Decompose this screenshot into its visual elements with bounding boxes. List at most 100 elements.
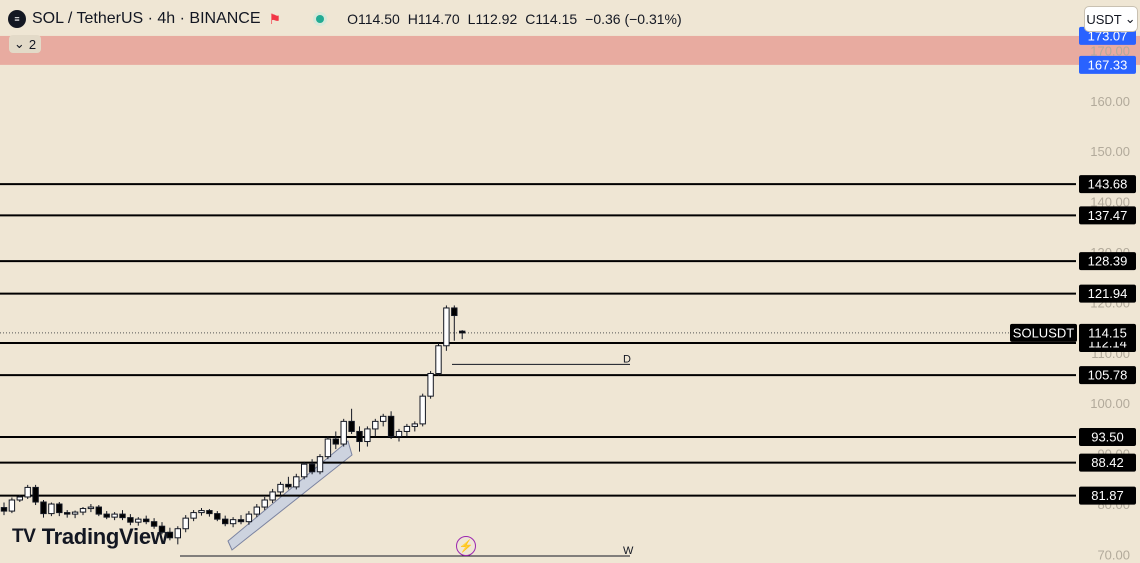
candle — [182, 517, 189, 530]
low-value: 112.92 — [475, 11, 518, 27]
symbol-name-label: SOLUSDT — [1013, 325, 1074, 340]
level-price-label: 121.94 — [1088, 286, 1128, 301]
candle — [427, 372, 434, 397]
change-value: −0.36 (−0.31%) — [585, 11, 682, 27]
candle — [32, 486, 39, 503]
candle — [48, 503, 55, 515]
zone-top-label: 173.07 — [1088, 28, 1128, 43]
candle — [277, 483, 284, 493]
candle — [419, 395, 426, 425]
last-price-label-bg — [1079, 323, 1136, 342]
candle — [356, 430, 363, 443]
currency-label: USDT — [1086, 11, 1122, 27]
candle — [229, 519, 237, 525]
candle — [372, 420, 379, 430]
candle — [119, 513, 126, 519]
level-price-label-bg — [1079, 427, 1136, 446]
high-label: H — [407, 11, 418, 27]
candle — [206, 510, 213, 515]
candle — [324, 438, 332, 458]
candle — [24, 486, 31, 498]
candle — [8, 499, 16, 512]
candle — [261, 499, 268, 508]
candle — [443, 307, 450, 347]
high-value: 114.70 — [417, 11, 460, 27]
level-price-label: 137.47 — [1088, 208, 1128, 223]
candle — [253, 506, 261, 515]
candle — [387, 415, 395, 437]
close-value: 114.15 — [535, 11, 578, 27]
candle — [380, 415, 387, 422]
level-price-label-bg — [1079, 175, 1136, 194]
candle — [395, 430, 403, 437]
y-tick-label: 140.00 — [1090, 195, 1130, 210]
tradingview-logo-icon: TV — [12, 526, 36, 547]
candle — [127, 517, 134, 523]
chart-header: ≡ SOL / TetherUS · 4h · BINANCE ⚑ O114.5… — [8, 8, 682, 30]
open-value: 114.50 — [357, 11, 400, 27]
flag-icon[interactable]: ⚑ — [268, 10, 282, 27]
level-price-label-bg — [1079, 366, 1136, 385]
indicator-count: 2 — [28, 36, 37, 52]
close-label: C — [525, 11, 536, 27]
candle — [308, 463, 316, 473]
collapse-indicators-button[interactable]: ⌄ 2 — [9, 35, 41, 53]
candle — [332, 438, 340, 445]
candle — [135, 518, 142, 523]
candle — [348, 420, 355, 432]
candle — [40, 501, 47, 515]
y-tick-label: 170.00 — [1090, 43, 1130, 58]
zone-bottom-label: 167.33 — [1088, 57, 1128, 72]
candle — [285, 483, 292, 488]
candle — [79, 508, 87, 513]
candle — [403, 425, 411, 432]
candle — [340, 420, 347, 445]
candle — [95, 506, 102, 515]
candle — [451, 307, 458, 317]
candle — [214, 513, 221, 520]
candle — [143, 518, 150, 523]
timeframe-marker-label: W — [623, 545, 634, 557]
candle — [316, 456, 324, 473]
candle — [103, 513, 110, 518]
chevron-down-icon: ⌄ — [13, 36, 25, 51]
candle — [245, 513, 253, 523]
zone-bottom-label-bg — [1079, 55, 1136, 74]
candle — [64, 512, 71, 515]
candle — [87, 506, 95, 510]
candle — [435, 345, 442, 374]
market-open-dot-icon — [313, 12, 328, 26]
open-label: O — [347, 11, 358, 27]
currency-select[interactable]: USDT ⌄ — [1084, 6, 1138, 32]
symbol-title[interactable]: SOL / TetherUS · 4h · BINANCE — [32, 10, 261, 27]
candle — [237, 519, 245, 523]
y-tick-label: 160.00 — [1090, 94, 1130, 109]
ohlc-values: O114.50 H114.70 L112.92 C114.15 −0.36 (−… — [347, 11, 682, 27]
candle — [71, 511, 79, 515]
candle — [269, 491, 276, 501]
candle — [166, 531, 174, 539]
candle — [190, 512, 197, 519]
lightning-icon[interactable]: ⚡ — [456, 536, 476, 556]
low-label: L — [467, 11, 476, 27]
watermark-text: TradingView — [41, 524, 168, 549]
resistance-zone — [0, 35, 1140, 65]
y-tick-label: 150.00 — [1090, 144, 1130, 159]
candle — [158, 525, 166, 533]
timeframe-marker-label: D — [623, 353, 631, 365]
level-price-label-bg — [1079, 486, 1136, 505]
candle — [293, 476, 300, 488]
last-price-label: 114.15 — [1088, 325, 1127, 340]
y-tick-label: 70.00 — [1097, 547, 1130, 562]
candle — [459, 330, 466, 334]
level-price-label: 143.68 — [1088, 177, 1128, 192]
level-price-label-bg — [1079, 453, 1136, 472]
tradingview-watermark: TV TradingView — [12, 524, 168, 550]
symbol-name-label-bg — [1010, 323, 1077, 342]
candle — [411, 423, 419, 427]
candle — [364, 428, 371, 443]
level-price-label: 88.42 — [1091, 455, 1124, 470]
candle — [16, 496, 24, 501]
candle — [301, 463, 308, 478]
